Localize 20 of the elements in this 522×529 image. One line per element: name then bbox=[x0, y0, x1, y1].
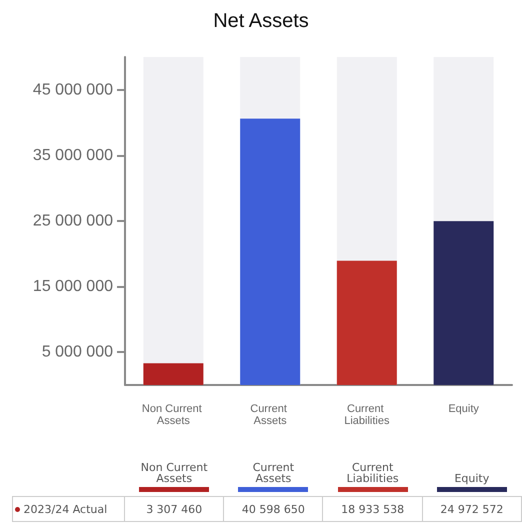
bar bbox=[143, 363, 204, 385]
chart-title: Net Assets bbox=[213, 10, 309, 32]
data-label: 3 307 460 bbox=[124, 496, 224, 522]
data-label: 40 598 650 bbox=[224, 496, 323, 522]
category-label: Current Assets bbox=[252, 461, 294, 485]
y-tick-label: 35 000 000 bbox=[32, 146, 114, 164]
x-tick-label: Equity bbox=[448, 403, 480, 415]
data-label: 24 972 572 bbox=[422, 496, 522, 522]
data-label: 18 933 538 bbox=[322, 496, 422, 522]
category-label: Non Current Assets bbox=[140, 461, 208, 485]
legend-label: 2023/24 Actual bbox=[12, 496, 125, 522]
x-tick-label: Current Liabilities bbox=[344, 403, 390, 427]
x-tick-label: Non Current Assets bbox=[142, 403, 205, 427]
y-tick-label: 25 000 000 bbox=[32, 212, 114, 230]
y-tick-label: 5 000 000 bbox=[42, 344, 114, 361]
category-label: Equity bbox=[454, 472, 490, 485]
y-tick-label: 15 000 000 bbox=[32, 278, 114, 296]
y-tick-label: 45 000 000 bbox=[32, 81, 114, 98]
x-tick-label: Current Assets bbox=[250, 403, 290, 427]
category-label: Current Liabilities bbox=[346, 461, 399, 485]
